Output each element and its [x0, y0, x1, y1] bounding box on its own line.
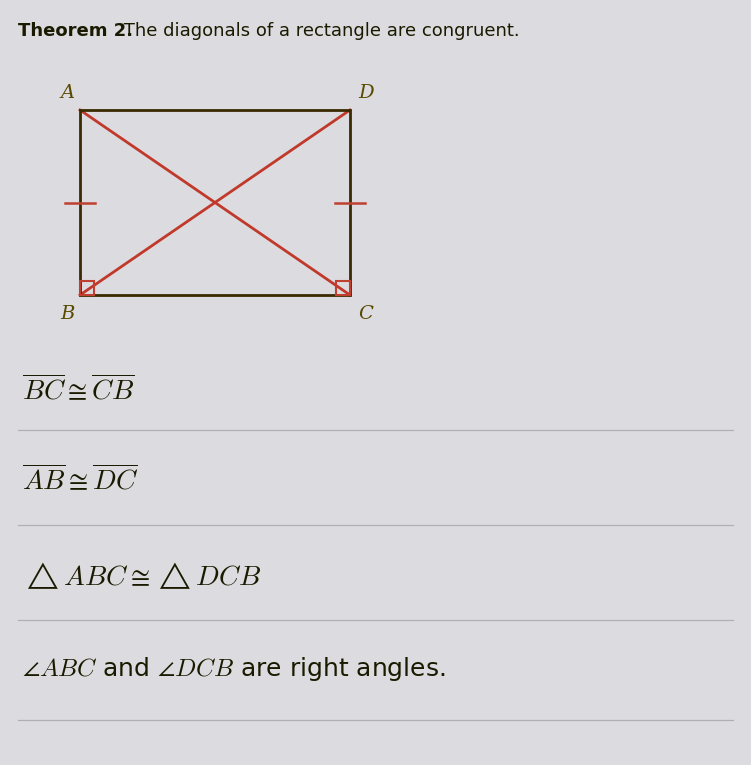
Text: $\overline{BC} \cong \overline{CB}$: $\overline{BC} \cong \overline{CB}$: [22, 375, 134, 406]
Bar: [80, 110, 350, 295]
Text: C: C: [358, 305, 373, 323]
Bar: [80, 281, 94, 295]
Text: Theorem 2.: Theorem 2.: [18, 22, 133, 40]
Text: $\overline{AB} \cong \overline{DC}$: $\overline{AB} \cong \overline{DC}$: [22, 465, 139, 496]
Bar: [336, 281, 350, 295]
Text: $\angle ABC$ and $\angle DCB$ are right angles.: $\angle ABC$ and $\angle DCB$ are right …: [22, 655, 445, 683]
Text: A: A: [61, 84, 75, 102]
Text: $\triangle ABC \cong \triangle DCB$: $\triangle ABC \cong \triangle DCB$: [22, 560, 261, 591]
Text: B: B: [61, 305, 75, 323]
Text: D: D: [358, 84, 374, 102]
Text: The diagonals of a rectangle are congruent.: The diagonals of a rectangle are congrue…: [118, 22, 520, 40]
